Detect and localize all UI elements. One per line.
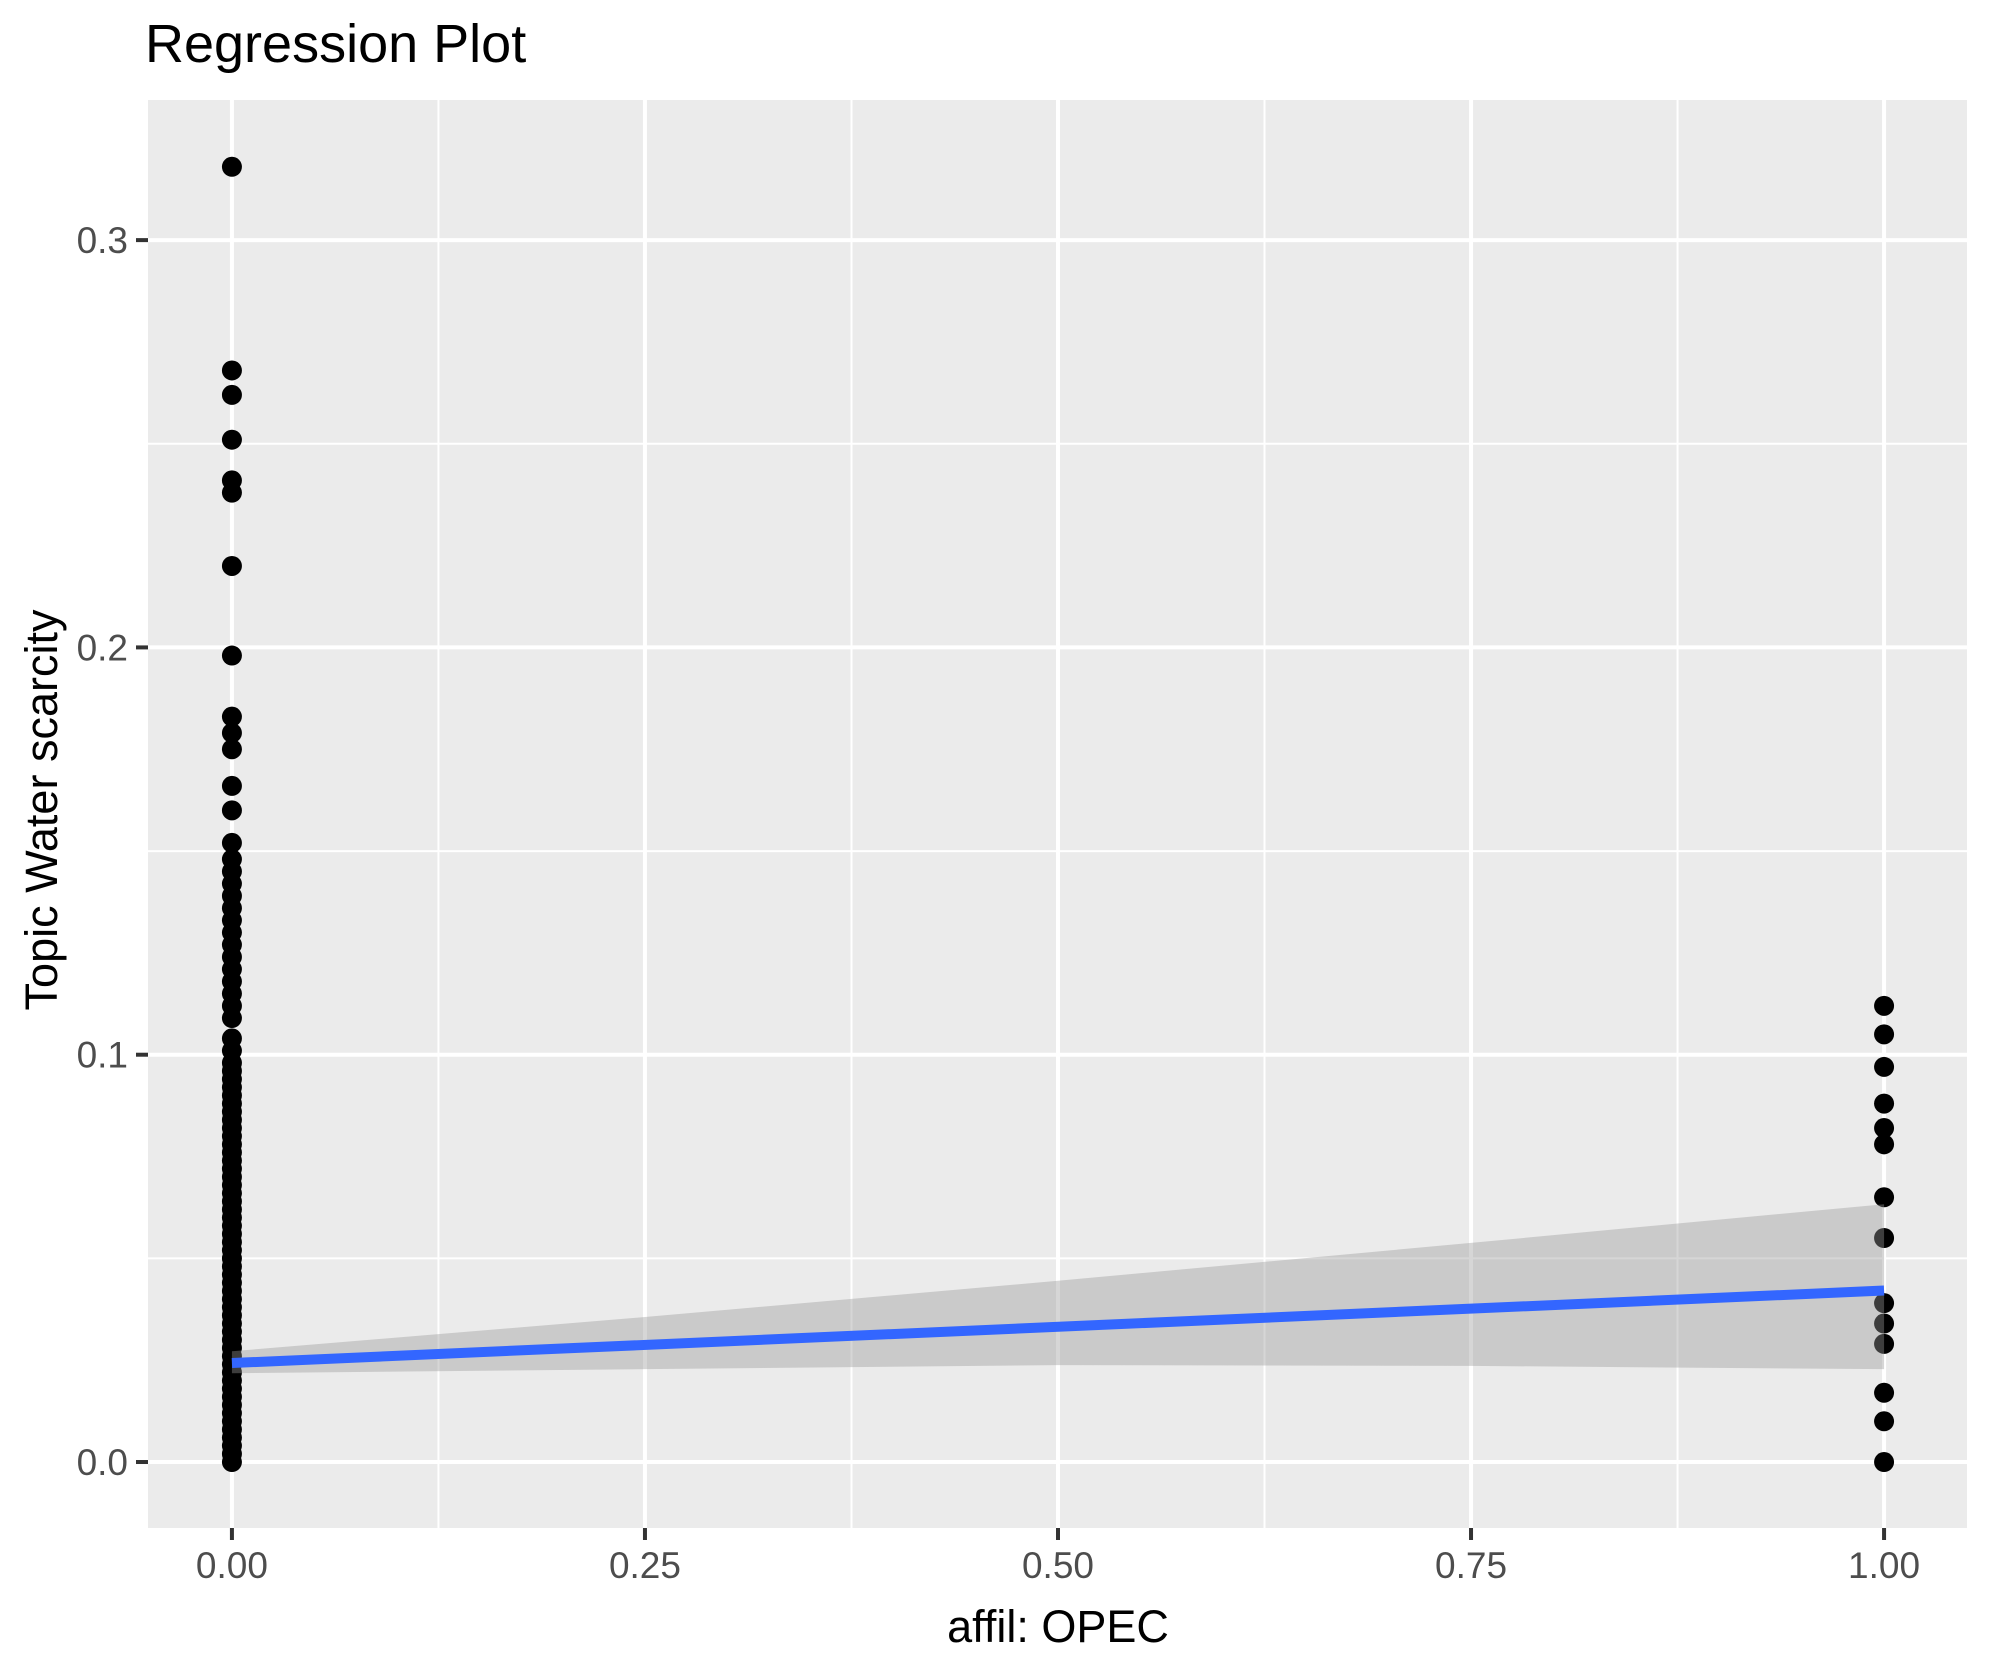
x-axis-title: affil: OPEC [947, 1601, 1169, 1652]
y-tick-label: 0.1 [77, 1035, 128, 1076]
x-tick-label: 0.50 [1022, 1545, 1094, 1586]
data-point [1874, 1313, 1895, 1334]
data-point [221, 1452, 242, 1473]
data-point [1874, 1056, 1895, 1077]
data-point [1874, 1333, 1895, 1354]
scatter-points [221, 156, 1895, 1473]
regression-line [231, 1285, 1885, 1369]
x-tick-label: 0.75 [1435, 1545, 1507, 1586]
y-tick-label: 0.0 [77, 1442, 128, 1483]
x-tick-label: 0.00 [196, 1545, 268, 1586]
data-point [1874, 1452, 1895, 1473]
data-point [221, 555, 242, 576]
data-point [221, 156, 242, 177]
data-point [1874, 1382, 1895, 1403]
data-point [221, 706, 242, 727]
data-point [221, 384, 242, 405]
data-point [1874, 1093, 1895, 1114]
data-point [1874, 1134, 1895, 1155]
y-axis-tick-marks [136, 238, 148, 1465]
data-point [1874, 1228, 1895, 1249]
data-point [1874, 1187, 1895, 1208]
major-gridlines [148, 100, 1967, 1528]
data-point [221, 482, 242, 503]
y-tick-label: 0.3 [77, 220, 128, 261]
data-point [221, 645, 242, 666]
data-point [1874, 1411, 1895, 1432]
y-axis-title: Topic Water scarcity [16, 609, 67, 1010]
x-axis-tick-labels: 0.00 0.25 0.50 0.75 1.00 [196, 1545, 1920, 1586]
data-point [221, 775, 242, 796]
data-point [221, 1008, 242, 1029]
data-point [221, 360, 242, 381]
confidence-ribbon [231, 1204, 1885, 1374]
y-axis-tick-labels: 0.0 0.1 0.2 0.3 [77, 220, 128, 1483]
y-tick-label: 0.2 [77, 627, 128, 668]
x-axis-tick-marks [229, 1528, 1887, 1540]
data-point [1874, 1293, 1895, 1314]
data-point [221, 739, 242, 760]
x-tick-label: 0.25 [609, 1545, 681, 1586]
data-point [221, 832, 242, 853]
x-tick-label: 1.00 [1848, 1545, 1920, 1586]
data-point [1874, 995, 1895, 1016]
data-point [221, 722, 242, 743]
plot-title: Regression Plot [145, 14, 526, 74]
data-point [1874, 1024, 1895, 1045]
data-point [221, 429, 242, 450]
data-point [221, 800, 242, 821]
data-point [1874, 1118, 1895, 1139]
